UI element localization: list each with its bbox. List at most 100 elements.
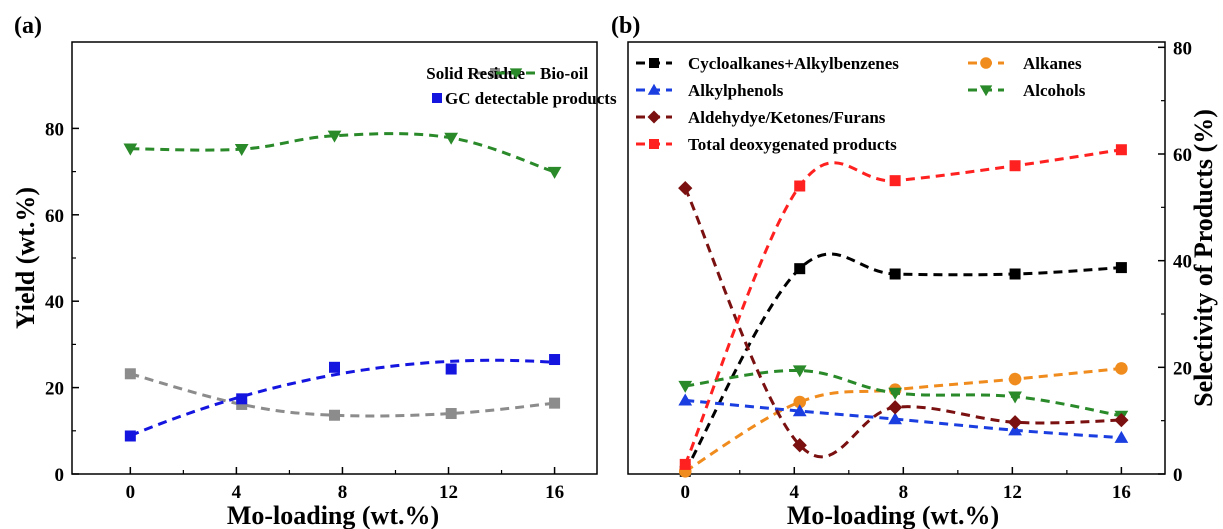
data-point xyxy=(888,412,903,425)
data-point xyxy=(1008,372,1022,386)
data-point xyxy=(679,458,691,470)
plot-frame xyxy=(627,41,1166,475)
series-line xyxy=(683,187,1122,459)
y-tick-label: 0 xyxy=(55,465,65,486)
legend-label: Aldehydye/Ketones/Furans xyxy=(688,108,886,127)
x-tick-label: 0 xyxy=(126,482,136,503)
data-point xyxy=(887,400,903,415)
series-alkanes xyxy=(678,362,1128,478)
series-line xyxy=(129,358,555,438)
legend-marker xyxy=(649,139,659,149)
legend-entry: Alkanes xyxy=(968,54,1082,73)
data-point xyxy=(678,380,693,393)
legend-label: Bio-oil xyxy=(540,64,588,83)
data-point xyxy=(1009,268,1021,280)
data-point xyxy=(445,363,457,375)
y-tick-label: 40 xyxy=(45,292,64,313)
data-point xyxy=(889,175,901,187)
series-total-deoxygenated-products xyxy=(679,144,1127,470)
y-axis-title: Selectivity of Products (%) xyxy=(1189,109,1218,407)
data-point xyxy=(1009,160,1021,172)
x-axis-title: Mo-loading (wt.%) xyxy=(787,501,999,529)
legend-entry: GC detectable products xyxy=(432,89,617,108)
legend-entry: Solid Residue xyxy=(426,64,525,83)
data-point xyxy=(792,404,807,417)
legend-label: Alkylphenols xyxy=(688,81,784,100)
data-point xyxy=(793,395,807,409)
legend-entry: Cycloalkanes+Alkylbenzenes xyxy=(636,54,899,73)
y-tick-label: 60 xyxy=(1173,145,1192,166)
legend-label: Cycloalkanes+Alkylbenzenes xyxy=(688,54,899,73)
x-axis: 0 4 8 12 16 xyxy=(680,467,1131,503)
series-gc-detectable-products xyxy=(124,354,561,442)
data-point xyxy=(327,130,342,143)
series-line xyxy=(684,366,1122,473)
data-point xyxy=(329,409,340,421)
data-point xyxy=(792,365,807,378)
data-point xyxy=(1114,412,1129,428)
y-axis: 0 20 40 60 80 xyxy=(1158,38,1192,486)
series-bio-oil xyxy=(123,130,562,179)
panel-a: (a) 0 4 8 12 16 0 20 40 60 80 Mo-loading (wt.%) Yiel… xyxy=(11,13,617,529)
data-point xyxy=(1007,415,1023,430)
x-tick-label: 16 xyxy=(1112,482,1131,503)
legend-marker xyxy=(647,110,661,124)
data-point xyxy=(1008,391,1022,404)
panel-b: (b) 0 4 8 12 16 0 20 40 60 80 Mo-loading (wt.%) Sele… xyxy=(611,13,1218,529)
data-point xyxy=(794,180,806,192)
data-point xyxy=(124,430,136,442)
legend-label: GC detectable products xyxy=(445,89,617,108)
legend-entry: Bio-oil xyxy=(496,64,588,83)
y-tick-label: 80 xyxy=(45,119,64,140)
legend-label: Total deoxygenated products xyxy=(688,135,897,154)
y-axis-title: Yield (wt.%) xyxy=(11,187,40,329)
panel-label: (a) xyxy=(14,13,42,39)
x-tick-label: 4 xyxy=(790,482,800,503)
series-line xyxy=(683,148,1122,465)
y-tick-label: 40 xyxy=(1173,252,1192,273)
legend-marker xyxy=(979,85,993,97)
data-point xyxy=(678,180,693,196)
data-point xyxy=(445,408,457,420)
legend: Solid Residue Bio-oil GC detectable produc… xyxy=(426,64,617,108)
series-alkylphenols xyxy=(678,393,1129,443)
panel-label: (b) xyxy=(611,13,640,39)
x-axis: 0 4 8 12 16 xyxy=(126,467,564,503)
data-point xyxy=(889,268,901,280)
data-point xyxy=(234,143,249,157)
data-point xyxy=(549,354,561,366)
series-alcohols xyxy=(678,365,1129,423)
legend-marker xyxy=(432,93,442,103)
data-point xyxy=(1115,362,1128,375)
x-tick-label: 0 xyxy=(680,482,690,503)
y-tick-label: 0 xyxy=(1173,465,1183,486)
legend-marker xyxy=(980,57,992,69)
data-point xyxy=(444,132,459,145)
x-tick-label: 12 xyxy=(1003,482,1022,503)
x-axis-title: Mo-loading (wt.%) xyxy=(227,501,439,529)
data-point xyxy=(329,361,340,373)
y-axis: 0 20 40 60 80 xyxy=(45,119,79,486)
data-point xyxy=(236,398,248,410)
x-tick-label: 8 xyxy=(338,482,348,503)
legend-marker xyxy=(647,83,661,95)
data-point xyxy=(678,393,693,406)
legend-marker xyxy=(490,68,500,78)
x-tick-label: 12 xyxy=(439,482,458,503)
series-aldehydye-ketones-furans xyxy=(678,180,1129,459)
legend: Cycloalkanes+Alkylbenzenes Alkanes Alkylph… xyxy=(636,54,1086,154)
legend-entry: Alcohols xyxy=(968,81,1086,100)
data-point xyxy=(1115,262,1127,274)
data-point xyxy=(547,166,562,179)
data-point xyxy=(888,387,903,400)
x-tick-label: 8 xyxy=(899,482,909,503)
data-point xyxy=(794,263,806,275)
data-point xyxy=(124,368,136,380)
y-tick-label: 20 xyxy=(1173,358,1192,379)
x-tick-label: 4 xyxy=(232,482,242,503)
legend-marker xyxy=(649,58,659,68)
data-point xyxy=(236,393,248,405)
legend-label: Alcohols xyxy=(1023,81,1086,100)
data-point xyxy=(1114,430,1129,443)
data-point xyxy=(549,397,561,409)
